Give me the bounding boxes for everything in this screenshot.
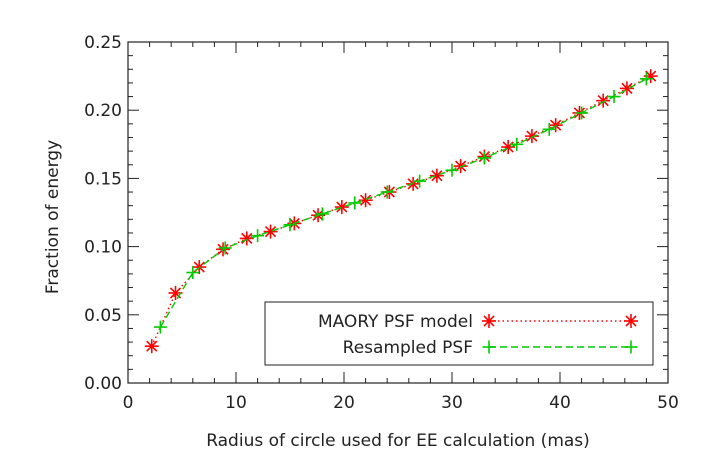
maory-psf-model-point — [358, 193, 373, 208]
maory-psf-model-point — [144, 339, 159, 354]
plot-frame — [127, 41, 669, 384]
y-tick-label: 0.25 — [84, 33, 122, 53]
x-axis-label: Radius of circle used for EE calculation… — [206, 431, 590, 451]
x-tick-label: 0 — [123, 393, 134, 413]
y-tick-label: 0.10 — [84, 238, 122, 258]
resampled-psf-point — [542, 122, 556, 136]
x-tick-label: 50 — [657, 393, 679, 413]
maory-psf-model-point — [548, 118, 563, 133]
resampled-psf-point — [251, 229, 265, 243]
x-tick-label: 30 — [441, 393, 463, 413]
legend-marker-maory-psf-model — [624, 314, 638, 328]
asterisk-stroke — [146, 340, 158, 352]
legend: MAORY PSF model Resampled PSF — [264, 301, 654, 366]
y-axis: 0.00 0.05 0.10 0.15 0.20 0.25 — [84, 33, 668, 394]
legend-label-maory-psf-model: MAORY PSF model — [318, 312, 473, 332]
resampled-psf-point — [575, 106, 589, 120]
y-tick-label: 0.00 — [84, 374, 122, 394]
asterisk-stroke — [264, 225, 277, 238]
maory-psf-model-point — [524, 129, 539, 144]
resampled-psf-point — [348, 196, 362, 210]
maory-psf-model-point — [334, 200, 349, 215]
maory-psf-model-point — [263, 224, 278, 239]
x-tick-label: 40 — [549, 393, 571, 413]
resampled-psf-line — [159, 78, 647, 328]
resampled-psf-point — [218, 241, 232, 255]
asterisk-stroke — [359, 194, 372, 206]
resampled-psf-point — [510, 137, 524, 151]
legend-box — [264, 301, 654, 366]
x-tick-label: 20 — [333, 393, 355, 413]
maory-psf-model-point — [619, 81, 634, 96]
resampled-psf-point — [477, 151, 491, 165]
series-layer — [144, 69, 658, 354]
y-tick-label: 0.15 — [84, 169, 122, 189]
resampled-psf-point — [607, 90, 621, 104]
legend-label-resampled-psf: Resampled PSF — [343, 338, 473, 358]
y-tick-label: 0.05 — [84, 306, 122, 326]
maory-psf-model-point — [501, 140, 516, 155]
asterisk-stroke — [526, 130, 538, 142]
maory-psf-model-point — [453, 159, 468, 174]
legend-marker-resampled-psf — [482, 340, 496, 354]
resampled-psf-point — [413, 174, 427, 188]
asterisk-stroke — [625, 315, 637, 327]
asterisk-stroke — [169, 287, 182, 299]
x-axis: 0 10 20 30 40 50 — [123, 42, 679, 413]
legend-marker-resampled-psf — [624, 340, 638, 354]
resampled-psf-point — [639, 72, 653, 86]
resampled-psf-point — [315, 207, 329, 221]
asterisk-stroke — [431, 170, 443, 182]
maory-psf-model-point — [429, 168, 444, 183]
y-tick-label: 0.20 — [84, 101, 122, 121]
legend-marker-maory-psf-model — [482, 314, 496, 328]
asterisk-stroke — [336, 201, 348, 213]
resampled-psf-point — [186, 266, 200, 280]
resampled-psf-point — [283, 218, 297, 232]
plot-border — [127, 41, 669, 384]
maory-psf-model-point — [596, 93, 611, 108]
asterisk-stroke — [483, 315, 495, 327]
y-axis-label: Fraction of energy — [43, 140, 63, 294]
resampled-psf-point — [153, 320, 167, 334]
resampled-psf-point — [380, 185, 394, 199]
x-tick-label: 10 — [225, 393, 247, 413]
resampled-psf-point — [445, 163, 459, 177]
